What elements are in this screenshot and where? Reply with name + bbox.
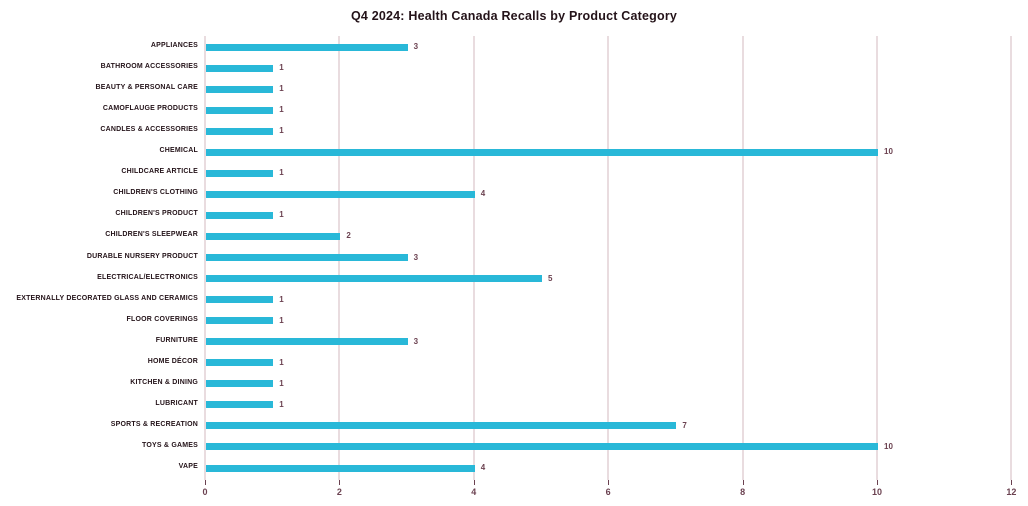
bar: [206, 43, 408, 51]
x-tick-label: 6: [605, 487, 611, 497]
gridline: [607, 36, 610, 480]
value-label: 10: [884, 441, 893, 451]
chart-title: Q4 2024: Health Canada Recalls by Produc…: [350, 9, 678, 23]
x-tick-label: 10: [871, 487, 882, 497]
category-label: CHILDCARE ARTICLE: [121, 168, 198, 176]
value-label: 1: [279, 294, 284, 304]
y-axis-line: [204, 36, 206, 480]
value-label: 3: [413, 336, 419, 346]
bar: [206, 232, 341, 240]
x-tick-label: 0: [202, 487, 208, 497]
category-label: APPLIANCES: [150, 42, 198, 49]
value-label: 1: [279, 105, 284, 115]
value-label: 1: [279, 168, 284, 178]
category-label: CANDLES & ACCESSORIES: [100, 126, 198, 134]
value-label: 7: [682, 420, 687, 430]
gridline: [1010, 36, 1013, 480]
bar: [206, 422, 677, 430]
gridline: [741, 36, 744, 480]
bar: [206, 380, 274, 388]
gridline: [472, 36, 475, 480]
category-label: CHEMICAL: [159, 147, 198, 155]
x-tick-mark: [608, 480, 610, 485]
x-tick-mark: [473, 480, 475, 485]
value-label: 4: [480, 189, 486, 199]
value-label: 1: [279, 126, 284, 136]
bar: [206, 64, 274, 72]
x-tick-mark: [339, 480, 341, 485]
category-label: BATHROOM ACCESSORIES: [100, 63, 198, 71]
x-tick-label: 8: [740, 487, 746, 497]
value-label: 10: [884, 147, 893, 157]
category-label: SPORTS & RECREATION: [110, 420, 198, 428]
value-label: 4: [480, 463, 486, 472]
value-label: 2: [346, 231, 351, 241]
bar: [206, 275, 542, 283]
x-tick-mark: [1011, 480, 1013, 485]
x-tick-label: 4: [471, 487, 477, 497]
x-tick-mark: [877, 480, 878, 485]
bar: [206, 85, 274, 93]
category-label: KITCHEN & DINING: [130, 378, 198, 386]
value-label: 3: [413, 42, 419, 51]
value-label: 1: [279, 84, 284, 94]
category-label: FLOOR COVERINGS: [126, 315, 198, 323]
bar: [206, 148, 878, 156]
bar: [206, 464, 475, 472]
value-label: 5: [548, 273, 553, 283]
category-label: CAMOFLAUGE PRODUCTS: [102, 105, 198, 113]
bar: [206, 211, 274, 219]
value-label: 1: [279, 399, 284, 409]
category-label: TOYS & GAMES: [142, 441, 198, 449]
value-label: 1: [279, 315, 284, 325]
gridline: [876, 36, 878, 480]
bar: [206, 317, 274, 325]
category-label: CHILDREN'S PRODUCT: [115, 210, 198, 218]
category-label: CHILDREN'S CLOTHING: [113, 189, 198, 197]
category-label: BEAUTY & PERSONAL CARE: [95, 84, 198, 92]
x-tick-label: 12: [1006, 487, 1017, 497]
category-label: LUBRICANT: [155, 399, 198, 407]
bar: [206, 359, 274, 367]
category-label: EXTERNALLY DECORATED GLASS AND CERAMICS: [16, 294, 198, 302]
x-tick-mark: [742, 480, 744, 485]
bar: [206, 443, 878, 451]
value-label: 3: [413, 252, 419, 262]
category-label: VAPE: [178, 463, 198, 470]
category-label: CHILDREN'S SLEEPWEAR: [105, 231, 198, 239]
category-label: ELECTRICAL/ELECTRONICS: [97, 273, 198, 281]
category-label: HOME DÉCOR: [147, 357, 198, 365]
bar: [206, 254, 408, 261]
bar: [206, 106, 274, 114]
value-label: 1: [279, 63, 284, 73]
x-tick-label: 2: [336, 487, 342, 497]
bar: [206, 127, 274, 135]
value-label: 1: [279, 210, 284, 220]
category-label: DURABLE NURSERY PRODUCT: [86, 252, 198, 260]
bar: [206, 190, 475, 198]
bar: [206, 401, 274, 409]
value-label: 1: [279, 378, 284, 388]
x-tick-mark: [205, 480, 206, 485]
bar: [206, 338, 408, 346]
bar: [206, 296, 274, 304]
bar: [206, 169, 274, 177]
value-label: 1: [279, 357, 284, 367]
category-label: FURNITURE: [155, 336, 198, 344]
